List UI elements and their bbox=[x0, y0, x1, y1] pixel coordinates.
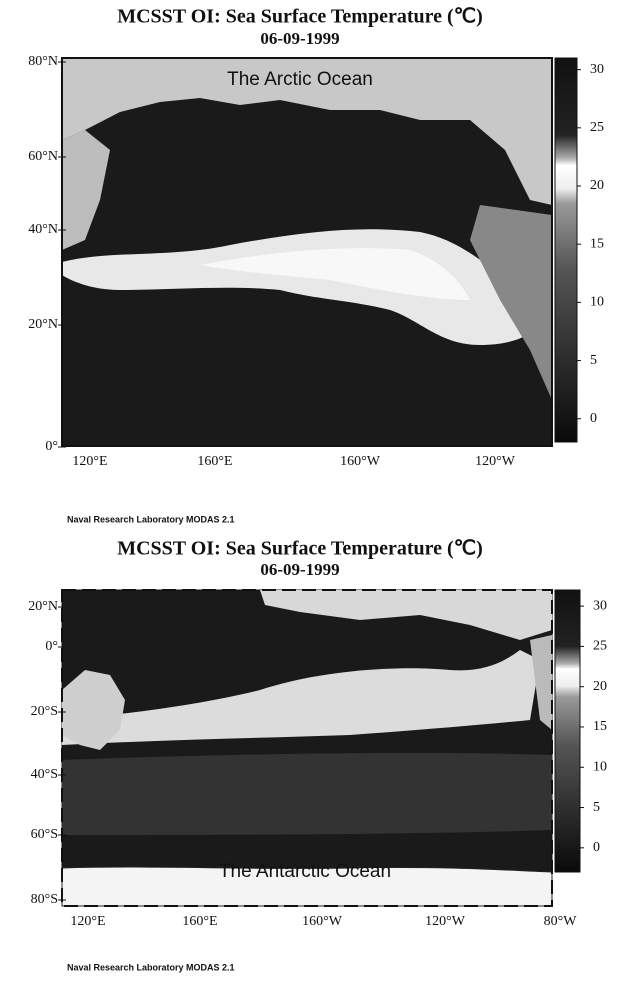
lon-label: 120°W bbox=[475, 454, 516, 469]
colorbar-tick-label: 20 bbox=[593, 679, 607, 694]
map-border bbox=[61, 57, 553, 447]
lat-label: 40°S bbox=[31, 767, 58, 782]
lon-label: 120°W bbox=[425, 914, 466, 929]
lon-label: 120°E bbox=[72, 454, 107, 469]
map-date: 06-09-1999 bbox=[260, 560, 339, 579]
lat-label: 80°S bbox=[31, 892, 58, 907]
lat-label: 20°N bbox=[28, 599, 58, 614]
colorbar-tick-label: 5 bbox=[590, 353, 597, 368]
lon-label: 160°W bbox=[302, 914, 343, 929]
colorbar-tick-label: 25 bbox=[593, 639, 607, 654]
map-title: MCSST OI: Sea Surface Temperature (℃) bbox=[117, 6, 483, 28]
colorbar-tick-label: 20 bbox=[590, 178, 604, 193]
colorbar-tick-label: 15 bbox=[593, 719, 607, 734]
colorbar-tick-label: 25 bbox=[590, 120, 604, 135]
lon-label: 160°E bbox=[182, 914, 217, 929]
colorbar bbox=[554, 57, 578, 443]
colorbar-tick-label: 30 bbox=[593, 598, 607, 613]
lon-label: 160°W bbox=[340, 454, 381, 469]
lon-label: 160°E bbox=[197, 454, 232, 469]
colorbar-tick-label: 10 bbox=[590, 295, 604, 310]
lon-label: 120°E bbox=[70, 914, 105, 929]
lat-label: 20°S bbox=[31, 704, 58, 719]
region-label: The Arctic Ocean bbox=[227, 69, 373, 90]
colorbar-tick-label: 5 bbox=[593, 800, 600, 815]
lat-label: 80°N bbox=[28, 54, 58, 69]
map-image bbox=[61, 589, 553, 907]
lat-label: 60°N bbox=[28, 149, 58, 164]
region-label: The Antarctic Ocean bbox=[219, 861, 391, 882]
lat-label: 60°S bbox=[31, 827, 58, 842]
colorbar-tick-label: 30 bbox=[590, 62, 604, 77]
lat-label: 0° bbox=[45, 439, 58, 454]
colorbar-tick-label: 10 bbox=[593, 759, 607, 774]
lat-label: 40°N bbox=[28, 222, 58, 237]
map-image bbox=[61, 57, 553, 447]
colorbar-tick-label: 0 bbox=[593, 840, 600, 855]
credit: Naval Research Laboratory MODAS 2.1 bbox=[67, 962, 235, 972]
lon-label: 80°W bbox=[544, 914, 578, 929]
colorbar-tick-label: 15 bbox=[590, 236, 604, 251]
map-date: 06-09-1999 bbox=[260, 29, 339, 48]
lat-label: 20°N bbox=[28, 317, 58, 332]
colorbar-tick-label: 0 bbox=[590, 411, 597, 426]
lat-label: 0° bbox=[45, 639, 58, 654]
map-border bbox=[61, 589, 553, 907]
credit: Naval Research Laboratory MODAS 2.1 bbox=[67, 514, 235, 524]
map-title: MCSST OI: Sea Surface Temperature (℃) bbox=[117, 538, 483, 560]
colorbar bbox=[554, 589, 581, 873]
